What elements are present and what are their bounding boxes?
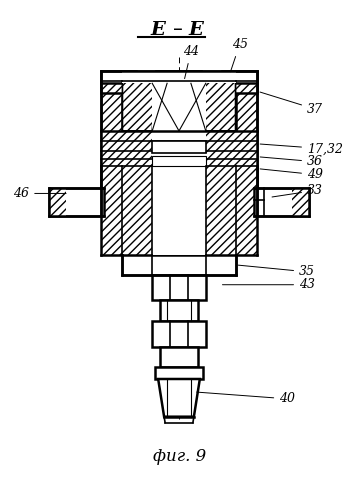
Bar [160,347,198,367]
Bar [152,131,206,161]
Bar [122,255,236,275]
Text: E: E [188,21,203,39]
Bar [160,299,198,321]
Polygon shape [101,166,122,255]
Polygon shape [122,166,152,255]
Bar [156,71,202,93]
Polygon shape [206,131,257,166]
Polygon shape [236,166,257,255]
Bar [152,141,206,153]
Text: 40: 40 [197,392,295,405]
Polygon shape [49,189,66,216]
Bar [222,71,257,93]
Bar [155,367,203,379]
Bar [101,71,136,93]
Polygon shape [101,131,152,166]
Bar [152,83,206,131]
Polygon shape [206,166,236,255]
Text: 45: 45 [231,38,248,72]
Text: E: E [151,21,166,39]
Polygon shape [202,81,236,131]
Bar [122,71,236,83]
Polygon shape [292,189,309,216]
Bar [152,166,206,255]
Text: –: – [173,20,183,39]
Text: фиг. 9: фиг. 9 [153,448,207,465]
Text: 35: 35 [238,265,315,278]
Polygon shape [158,379,200,417]
Text: 36: 36 [260,155,323,168]
Text: 49: 49 [260,168,323,181]
Bar [152,156,206,166]
Text: 43: 43 [222,278,315,291]
Bar [49,189,103,216]
Bar [255,189,309,216]
Polygon shape [236,81,257,215]
Bar [101,71,257,83]
Text: 33: 33 [272,184,323,197]
Text: 46: 46 [13,187,66,200]
Text: 37: 37 [260,92,323,116]
Polygon shape [122,81,156,131]
Text: 44: 44 [183,45,199,79]
Bar [152,321,206,347]
Bar [152,275,206,299]
Text: 17,32: 17,32 [260,142,343,155]
Polygon shape [101,81,122,215]
